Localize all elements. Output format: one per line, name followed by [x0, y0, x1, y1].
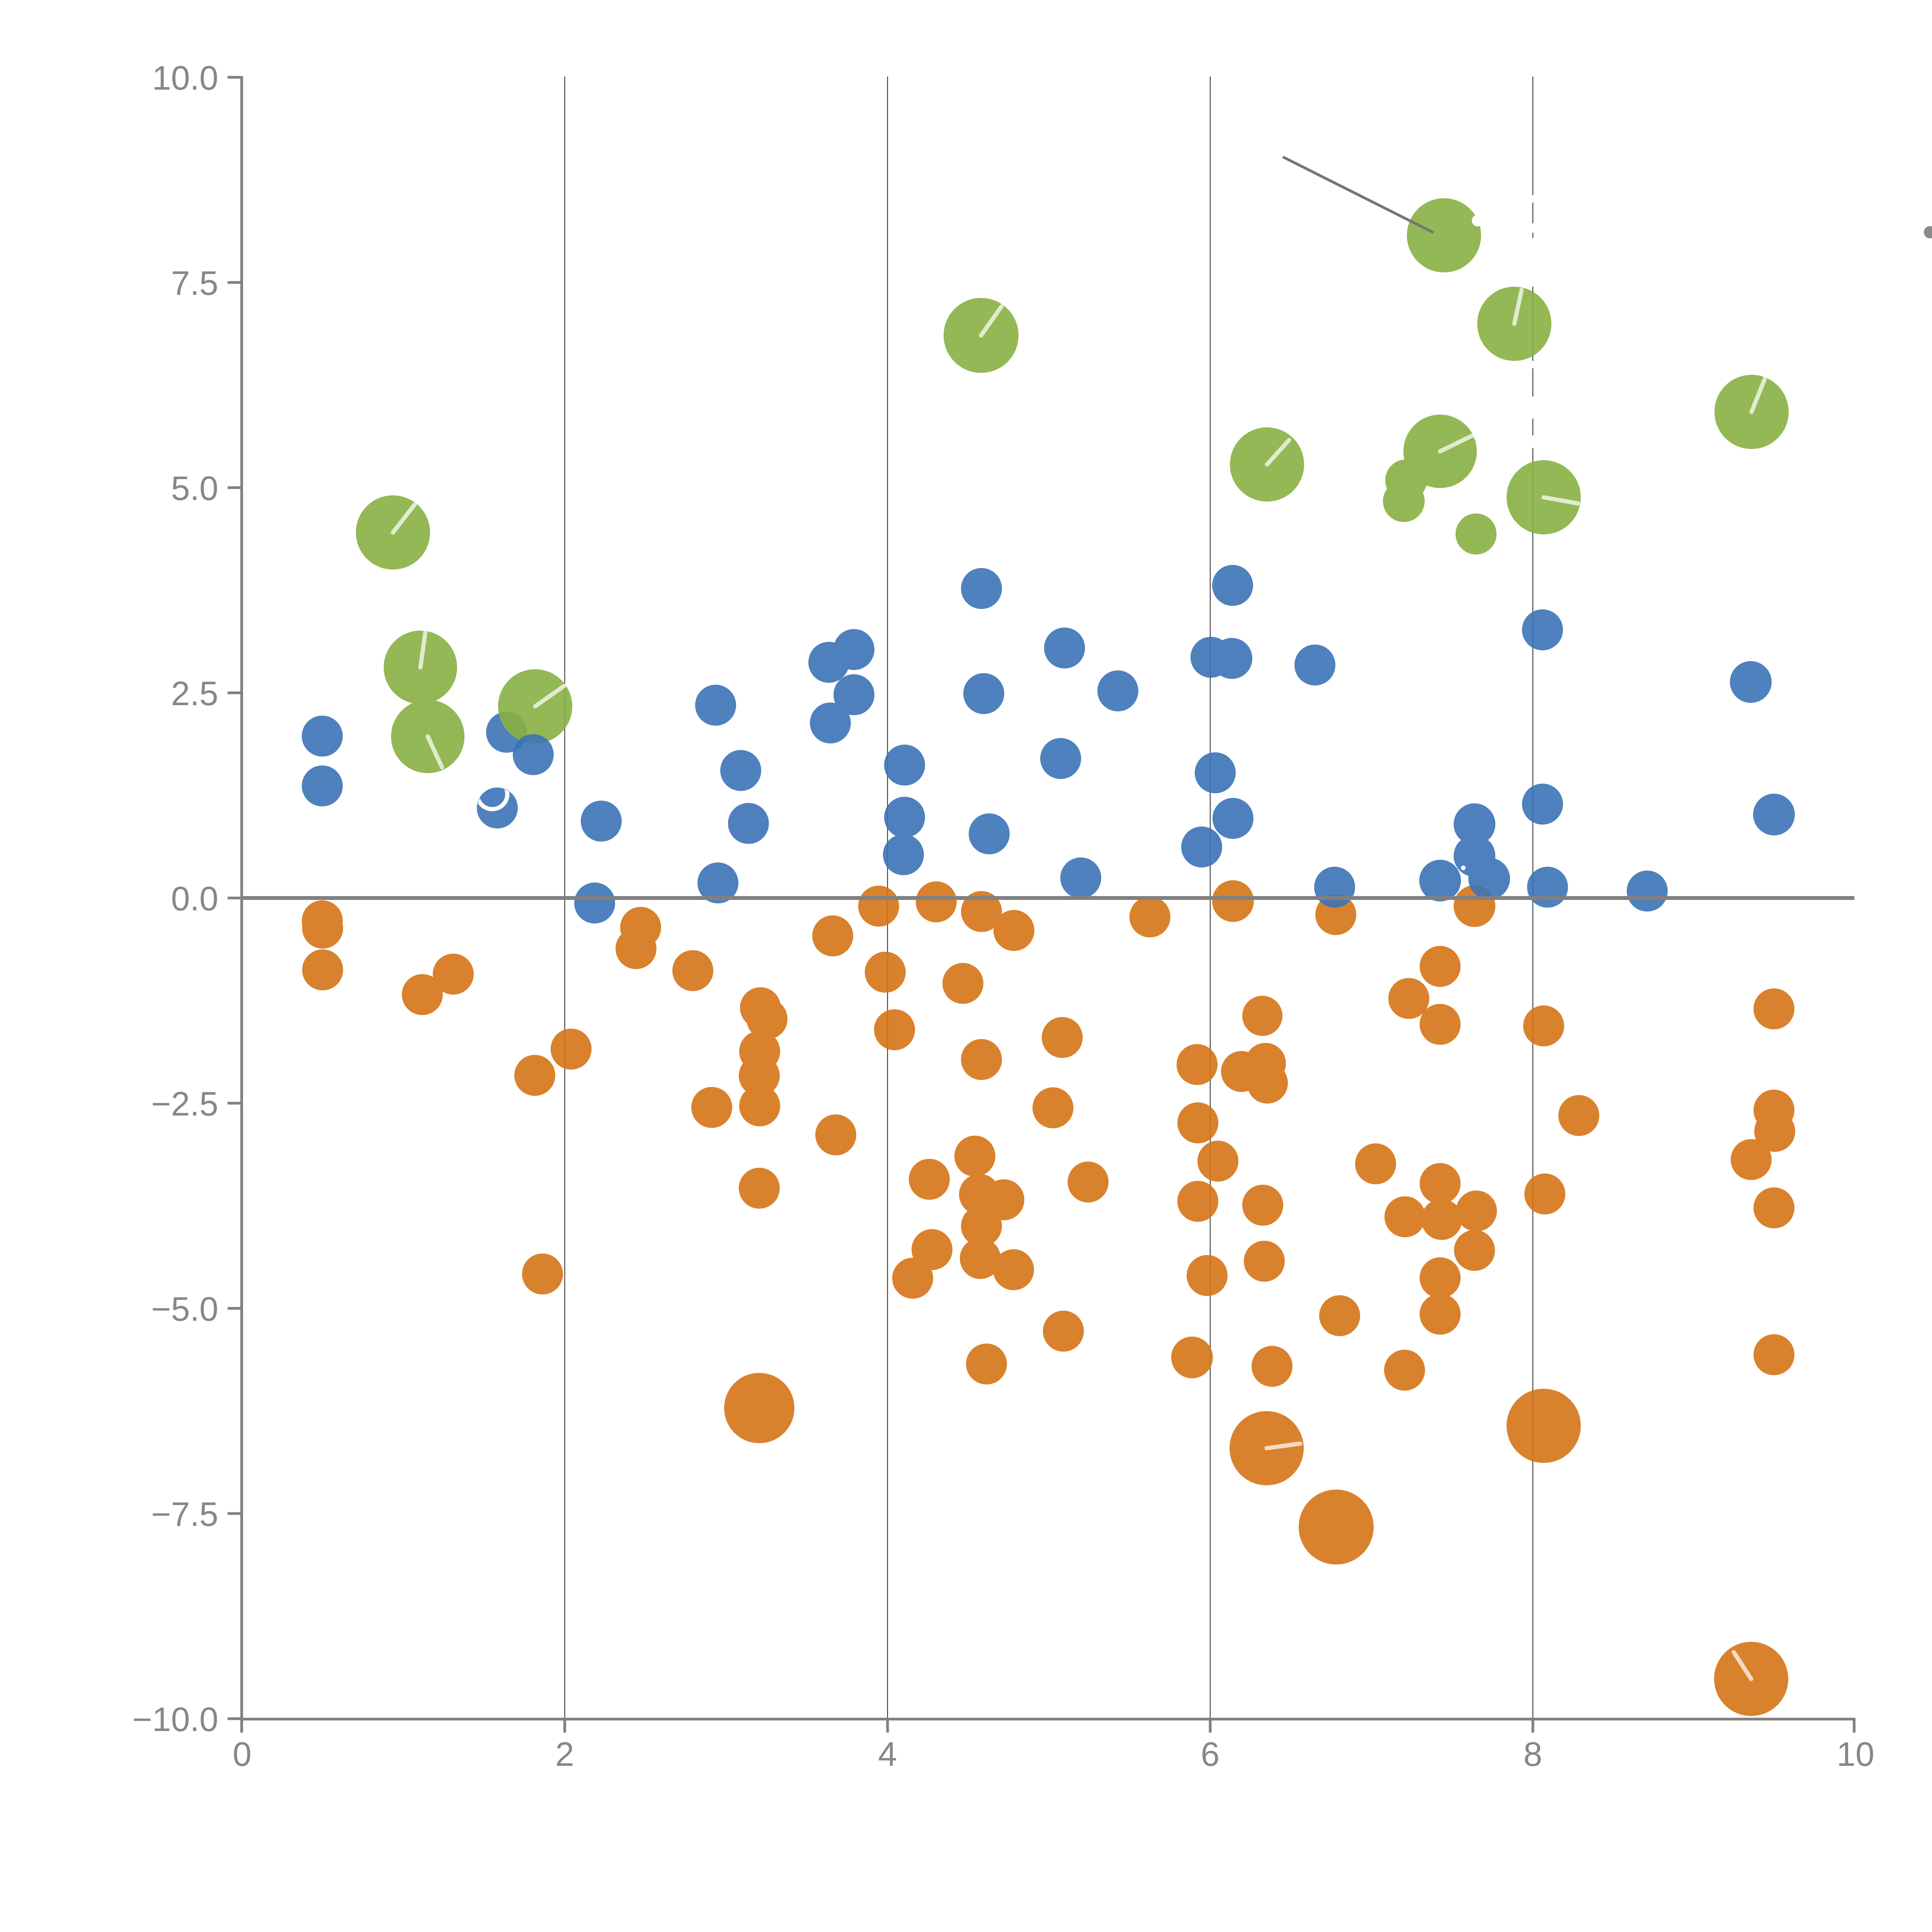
svg-text:2: 2 [555, 1735, 574, 1773]
svg-text:10.0: 10.0 [152, 59, 218, 97]
svg-text:4: 4 [878, 1735, 897, 1773]
svg-text:5.0: 5.0 [171, 469, 218, 507]
svg-text:7.5: 7.5 [171, 264, 218, 302]
svg-text:−5.0: −5.0 [151, 1290, 218, 1328]
svg-text:8: 8 [1524, 1735, 1543, 1773]
svg-text:10: 10 [1837, 1735, 1874, 1773]
svg-text:0: 0 [233, 1735, 252, 1773]
svg-text:−2.5: −2.5 [151, 1085, 218, 1123]
svg-text:0.0: 0.0 [171, 879, 218, 918]
svg-text:6: 6 [1201, 1735, 1220, 1773]
svg-text:−7.5: −7.5 [151, 1495, 218, 1533]
svg-text:−10.0: −10.0 [132, 1700, 218, 1738]
svg-text:2.5: 2.5 [171, 674, 218, 713]
